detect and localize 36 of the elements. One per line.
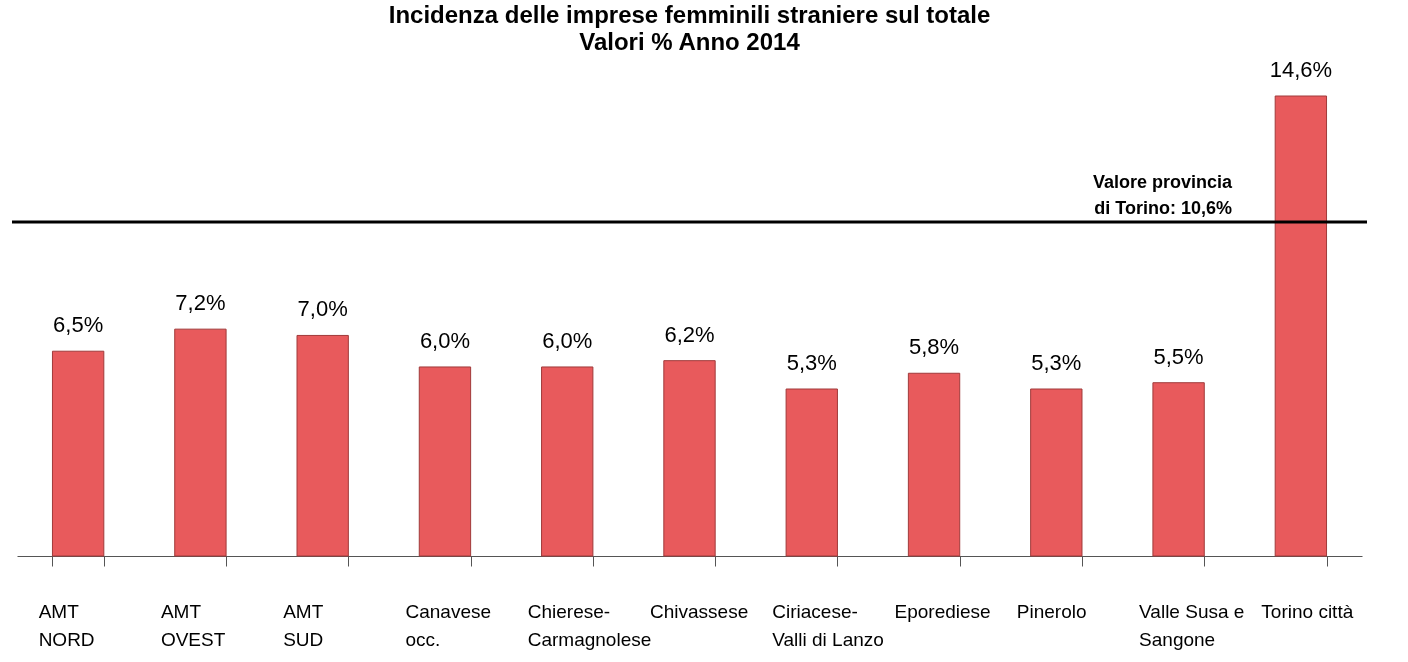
x-tick-label: AMT NORD (38, 600, 95, 650)
bar (51, 350, 105, 557)
bar (907, 372, 961, 557)
bar (296, 334, 349, 557)
data-label: 5,3% (1031, 350, 1082, 376)
x-tick-label: AMT SUD (283, 600, 324, 650)
x-tick-label: Pinerolo (1016, 600, 1087, 622)
x-tick-label: Chierese- Carmagnolese (527, 600, 652, 650)
data-label: 5,5% (1153, 343, 1204, 369)
ref-line-label: Valore provincia di Torino: 10,6% (1092, 172, 1233, 219)
bar (418, 366, 472, 557)
data-label: 6,2% (664, 321, 715, 347)
bar (541, 366, 594, 557)
x-tick-label: AMT OVEST (160, 600, 226, 650)
data-label: 6,0% (542, 327, 593, 353)
x-tick-label: Valle Susa e Sangone (1139, 600, 1245, 650)
x-tick-label: Torino città (1261, 600, 1354, 622)
data-label: 6,0% (419, 327, 471, 353)
data-label: 5,8% (908, 334, 960, 360)
chart-subtitle: Valori % Anno 2014 (579, 28, 801, 55)
bar (174, 328, 227, 557)
x-tick-label: Chivassese (650, 600, 749, 622)
x-tick-label: Ciriacese- Valli di Lanzo (772, 600, 884, 650)
data-label: 7,0% (297, 296, 348, 322)
bar (1030, 388, 1083, 557)
bar (785, 388, 838, 557)
bar (1152, 382, 1205, 557)
bar (663, 360, 716, 557)
bar (1274, 95, 1328, 557)
data-label: 6,5% (53, 312, 104, 338)
chart-title: Incidenza delle imprese femminili straniere sul totale (388, 1, 991, 28)
data-label: 5,3% (786, 350, 837, 376)
x-tick-label: Eporediese (894, 600, 991, 622)
data-label: 7,2% (175, 290, 226, 316)
data-label: 14,6% (1269, 57, 1333, 82)
x-tick-label: Canavese occ. (405, 600, 492, 650)
